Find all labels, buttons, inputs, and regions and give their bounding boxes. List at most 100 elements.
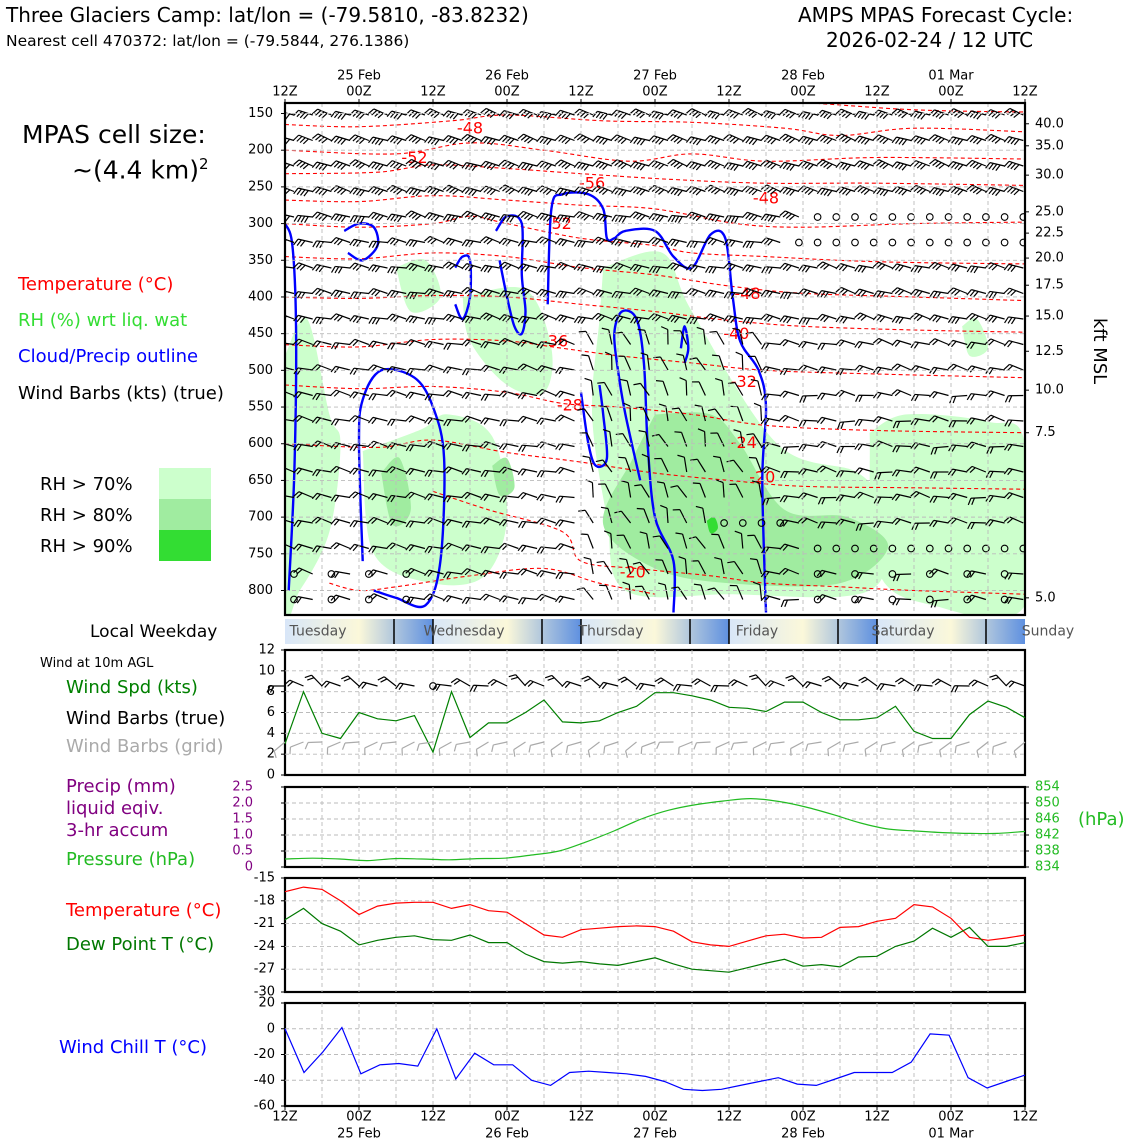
barb-flag <box>315 341 321 348</box>
calm-circle <box>925 238 934 247</box>
barb-flag <box>405 339 412 346</box>
wind-barb <box>872 391 893 400</box>
barb-flag <box>498 542 505 549</box>
wind-barb <box>816 366 837 374</box>
barb-flag <box>483 162 490 169</box>
wind-barb <box>443 418 463 427</box>
wind-barb <box>517 544 538 552</box>
barb-staff <box>447 442 463 448</box>
wind-barb <box>349 291 369 300</box>
barb-flag <box>390 419 396 427</box>
wind-barb <box>748 674 767 687</box>
barb-flag <box>676 684 682 692</box>
barb-flag <box>442 595 449 602</box>
wind-barb <box>587 741 600 758</box>
barb-flag <box>539 518 546 525</box>
pressure-tick-label: 600 <box>248 436 273 451</box>
barb-staff <box>522 263 538 269</box>
barb-flag <box>527 214 534 221</box>
barb-flag <box>414 163 422 170</box>
wind-barb <box>424 493 444 501</box>
bottom-time-tick-label: 00Z <box>938 1110 964 1125</box>
barb-flag <box>583 556 591 560</box>
barb-staff <box>697 678 711 687</box>
barb-flag <box>408 392 415 399</box>
barb-flag <box>565 745 569 754</box>
barb-flag <box>424 108 431 114</box>
calm-circle <box>888 213 897 221</box>
barb-flag <box>461 263 468 270</box>
wind-barb <box>704 159 725 170</box>
barb-flag <box>289 746 292 755</box>
barb-flag <box>352 392 359 399</box>
barb-staff <box>285 185 295 193</box>
barb-flag <box>333 467 340 474</box>
barb-staff <box>560 109 575 116</box>
barb-flag <box>349 338 356 345</box>
barb-staff <box>783 598 799 601</box>
barb-flag <box>352 544 359 552</box>
wind-barb <box>405 339 426 347</box>
wind-barb <box>498 337 519 346</box>
barb-staff <box>604 741 619 747</box>
barb-flag <box>527 112 534 119</box>
wind-barb <box>498 159 519 170</box>
barb-flag <box>518 521 523 528</box>
wind-barb <box>709 330 725 345</box>
barb-flag <box>387 342 392 350</box>
wind-barb <box>835 339 856 347</box>
kft-tick-label: 7.5 <box>1035 425 1056 440</box>
barb-flag <box>353 368 358 376</box>
barb-flag <box>299 112 306 119</box>
barb-staff <box>335 342 351 346</box>
barb-flag <box>416 743 420 751</box>
wind-barb <box>573 211 594 221</box>
barb-flag <box>471 138 478 144</box>
wind-barb <box>931 678 952 687</box>
barb-flag <box>390 266 396 274</box>
barb-flag <box>411 111 418 118</box>
barb-flag <box>293 215 299 222</box>
barb-staff <box>530 741 545 746</box>
wind-barb <box>891 186 912 196</box>
barb-flag <box>513 749 516 757</box>
barb-flag <box>727 291 732 299</box>
barb-staff <box>447 342 463 346</box>
wind-barb <box>835 315 856 324</box>
barb-staff <box>541 365 556 371</box>
barb-staff <box>298 567 313 575</box>
barb-flag <box>300 215 306 223</box>
barb-flag <box>536 312 543 319</box>
barb-flag <box>483 494 489 501</box>
barb-flag <box>405 239 411 246</box>
barb-flag <box>524 111 531 118</box>
wind-barb <box>480 264 500 273</box>
wind-barb <box>798 340 818 349</box>
barb-flag <box>438 748 441 756</box>
barb-flag <box>352 160 359 167</box>
barb-flag <box>1004 316 1009 324</box>
calm-circle <box>963 213 972 221</box>
barb-flag <box>374 214 381 221</box>
wind-barb <box>285 518 295 524</box>
wind-barb <box>364 741 378 756</box>
barb-staff <box>428 317 444 320</box>
barb-staff <box>354 543 369 550</box>
barb-flag <box>330 571 336 578</box>
barb-staff <box>466 491 482 499</box>
barb-flag <box>461 239 467 247</box>
barb-staff <box>335 135 351 142</box>
barb-flag <box>424 393 430 401</box>
barb-flag <box>415 214 422 221</box>
wind-barb <box>864 741 878 757</box>
barb-flag <box>333 443 340 450</box>
barb-staff <box>354 262 369 269</box>
barb-flag <box>275 236 280 243</box>
top-time-tick-label: 00Z <box>938 85 964 100</box>
barb-flag <box>446 443 452 450</box>
barb-flag <box>913 265 919 273</box>
barb-staff <box>335 365 351 371</box>
barb-staff <box>410 415 426 422</box>
barb-flag <box>536 160 543 167</box>
barb-flag <box>536 441 542 448</box>
